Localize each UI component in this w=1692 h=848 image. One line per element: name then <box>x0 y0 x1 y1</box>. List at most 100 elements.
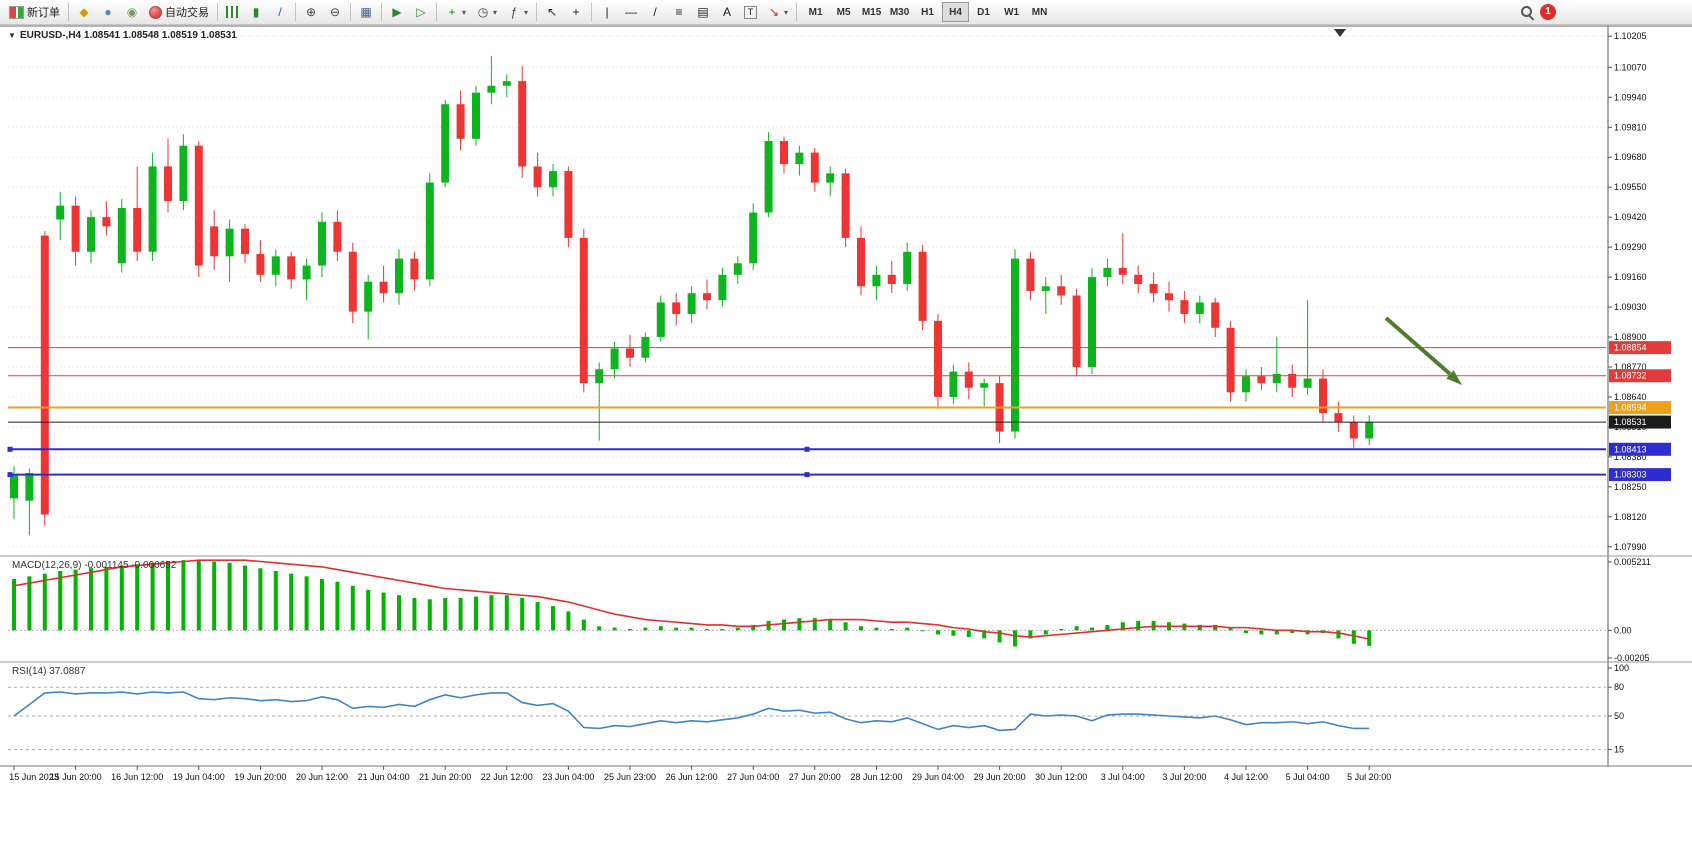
timeframe-M5[interactable]: M5 <box>830 2 857 22</box>
chart-shift-marker-icon[interactable] <box>1334 29 1346 37</box>
notification-badge[interactable]: 1 <box>1540 4 1556 20</box>
svg-text:15 Jun 20:00: 15 Jun 20:00 <box>50 772 102 782</box>
crosshair-button[interactable]: + <box>564 2 588 23</box>
svg-text:25 Jun 23:00: 25 Jun 23:00 <box>604 772 656 782</box>
ohlc-bars-icon <box>226 6 239 18</box>
toolbar-separator <box>536 3 538 21</box>
toolbar-separator <box>295 3 296 21</box>
autotrading-icon <box>149 5 162 19</box>
timeframe-H4[interactable]: H4 <box>942 2 970 22</box>
text-button[interactable]: A <box>715 2 739 23</box>
timeframe-M30[interactable]: M30 <box>886 2 913 22</box>
svg-text:30 Jun 12:00: 30 Jun 12:00 <box>1035 772 1087 782</box>
line-mode-button[interactable]: / <box>268 2 292 23</box>
broadcast-button[interactable]: ◉ <box>120 2 144 23</box>
one-click-trading-toggle-icon[interactable]: ▼ <box>8 31 16 40</box>
svg-text:21 Jun 04:00: 21 Jun 04:00 <box>358 772 410 782</box>
svg-text:1.08854: 1.08854 <box>1614 343 1647 353</box>
svg-text:1.08640: 1.08640 <box>1614 392 1647 402</box>
price-tag-1.08413: 1.08413 <box>1609 442 1671 456</box>
timeframe-H1[interactable]: H1 <box>914 2 941 22</box>
candles-mode-button[interactable]: ▮ <box>244 2 268 23</box>
svg-text:29 Jun 04:00: 29 Jun 04:00 <box>912 772 964 782</box>
vertical-line-button[interactable]: | <box>595 2 619 23</box>
svg-text:1.09940: 1.09940 <box>1614 92 1647 102</box>
candles <box>10 55 1374 536</box>
macd-histogram <box>12 560 1372 647</box>
line-handle <box>7 472 13 478</box>
crosshair-icon: + <box>572 5 580 19</box>
text-icon: A <box>723 5 732 19</box>
svg-text:15: 15 <box>1614 745 1624 755</box>
toolbar-separator <box>350 3 351 21</box>
cursor-icon: ↖ <box>547 5 558 19</box>
zoom-out-button[interactable]: ⊖ <box>323 2 347 23</box>
svg-text:5 Jul 04:00: 5 Jul 04:00 <box>1286 772 1330 782</box>
svg-text:1.10205: 1.10205 <box>1614 31 1647 41</box>
community-button[interactable]: ● <box>96 2 120 23</box>
line-chart-icon: / <box>278 5 282 19</box>
zoom-in-button[interactable]: ⊕ <box>299 2 323 23</box>
tile-windows-button[interactable]: ▦ <box>354 2 378 23</box>
search-button[interactable] <box>1515 2 1540 23</box>
svg-text:1.09160: 1.09160 <box>1614 272 1647 282</box>
trend-arrow-annotation[interactable] <box>1384 316 1462 385</box>
label-icon: T <box>744 5 758 19</box>
toolbar-separator <box>436 3 437 21</box>
cursor-button[interactable]: ↖ <box>540 2 564 23</box>
svg-text:16 Jun 12:00: 16 Jun 12:00 <box>111 772 163 782</box>
new-order-button[interactable]: 新订单 <box>4 2 65 23</box>
timeframe-M15[interactable]: M15 <box>858 2 885 22</box>
timeframe-D1[interactable]: D1 <box>970 2 997 22</box>
svg-text:5 Jul 20:00: 5 Jul 20:00 <box>1347 772 1391 782</box>
timeframe-W1[interactable]: W1 <box>998 2 1025 22</box>
svg-text:1.09810: 1.09810 <box>1614 122 1647 132</box>
favorites-button[interactable]: ◆ <box>72 2 96 23</box>
svg-text:29 Jun 20:00: 29 Jun 20:00 <box>974 772 1026 782</box>
bars-mode-button[interactable] <box>221 2 244 23</box>
hline-1.08303[interactable] <box>7 472 1607 478</box>
caret-down-icon: ▾ <box>784 7 789 17</box>
autotrading-button[interactable]: 自动交易 <box>144 2 214 23</box>
fibonacci-icon: ≡ <box>675 5 683 19</box>
arrow-objects-button[interactable]: ↘ ▾ <box>762 2 793 23</box>
channel-button[interactable]: ▤ <box>691 2 715 23</box>
timeframe-M1[interactable]: M1 <box>802 2 829 22</box>
chart-shift-button[interactable]: ▷ <box>409 2 433 23</box>
price-tag-1.08531: 1.08531 <box>1609 415 1671 429</box>
zoom-in-icon: ⊕ <box>305 5 317 19</box>
profiles-button[interactable]: ◷ ▾ <box>471 2 502 23</box>
svg-text:80: 80 <box>1614 682 1624 692</box>
text-label-button[interactable]: T <box>739 2 762 23</box>
chart-shift-icon: ▷ <box>416 5 426 19</box>
macd-indicator-label: MACD(12,26,9) -0.001145 -0.000652 <box>12 560 177 571</box>
horizontal-line-button[interactable]: — <box>619 2 643 23</box>
new-chart-button[interactable]: + ▾ <box>440 2 471 23</box>
indicators-icon: ƒ <box>510 5 518 19</box>
svg-text:100: 100 <box>1614 663 1629 673</box>
line-handle <box>7 446 13 452</box>
clock-icon: ◷ <box>477 5 489 19</box>
price-grid <box>8 35 1606 548</box>
svg-text:1.08732: 1.08732 <box>1614 371 1647 381</box>
svg-text:1.08900: 1.08900 <box>1614 332 1647 342</box>
auto-scroll-button[interactable]: ▶ <box>385 2 409 23</box>
timeframe-MN[interactable]: MN <box>1026 2 1053 22</box>
new-chart-icon: + <box>448 5 456 19</box>
zoom-out-icon: ⊖ <box>329 5 341 19</box>
caret-down-icon: ▾ <box>493 7 498 17</box>
trendline-button[interactable]: / <box>643 2 667 23</box>
fibonacci-button[interactable]: ≡ <box>667 2 691 23</box>
toolbar-separator <box>796 3 798 21</box>
indicators-button[interactable]: ƒ ▾ <box>502 2 533 23</box>
svg-text:1.09030: 1.09030 <box>1614 302 1647 312</box>
new-order-label: 新订单 <box>27 7 60 19</box>
caret-down-icon: ▾ <box>524 7 529 17</box>
hline-1.08413[interactable] <box>7 446 1607 452</box>
svg-text:1.08594: 1.08594 <box>1614 403 1647 413</box>
svg-text:1.09550: 1.09550 <box>1614 182 1647 192</box>
svg-text:1.08770: 1.08770 <box>1614 362 1647 372</box>
autotrading-label: 自动交易 <box>165 7 209 19</box>
